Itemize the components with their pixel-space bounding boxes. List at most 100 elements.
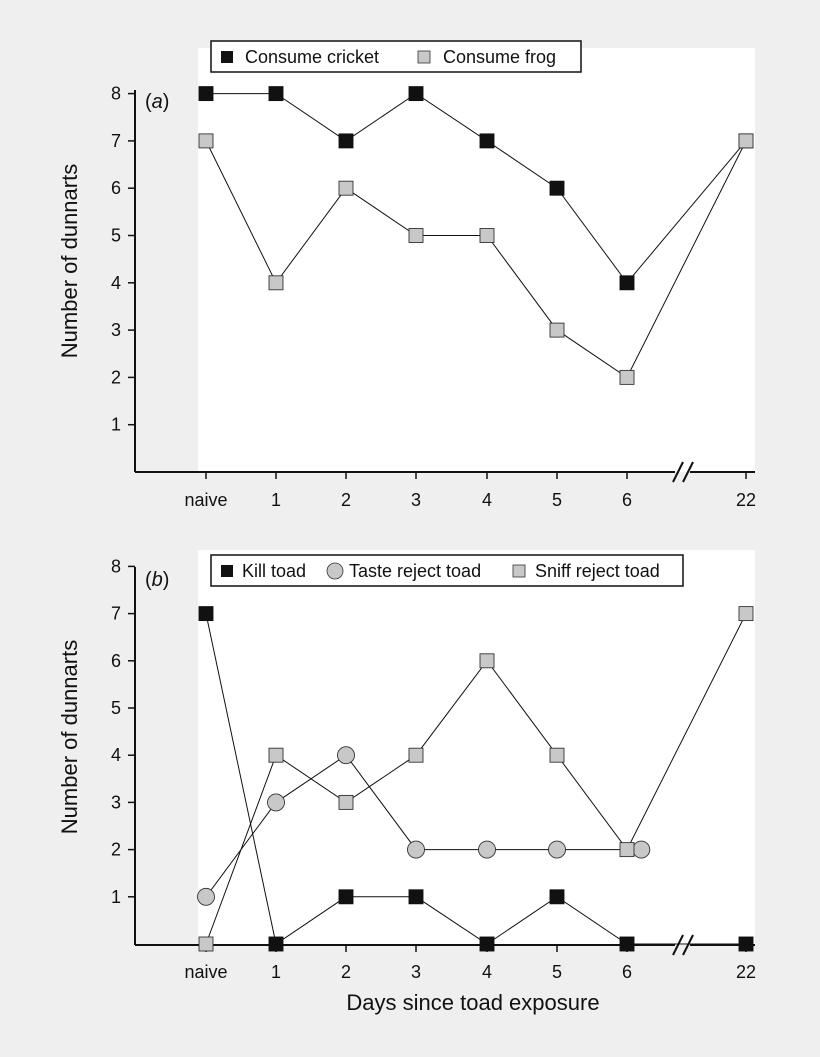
- plot-area-a: [198, 48, 755, 472]
- data-point-sniff-reject-toad: [549, 747, 565, 763]
- y-tick-label: 7: [111, 604, 121, 624]
- y-tick-label: 6: [111, 651, 121, 671]
- y-tick-label: 6: [111, 178, 121, 198]
- y-tick-label: 1: [111, 887, 121, 907]
- y-tick-label: 1: [111, 415, 121, 435]
- legend-label-taste-reject-toad: Taste reject toad: [349, 561, 481, 581]
- data-point-taste-reject-toad: [197, 887, 215, 906]
- legend-label-consume-frog: Consume frog: [443, 47, 556, 67]
- data-point-sniff-reject-toad: [479, 653, 495, 669]
- axes-a: [134, 90, 755, 483]
- data-point-kill-toad: [549, 889, 565, 905]
- data-point-taste-reject-toad: [407, 840, 425, 859]
- series-line-sniff-reject-toad: [205, 613, 747, 945]
- x-ticks-b: naive 1 2 3 4 5 6 22: [184, 945, 756, 982]
- legend-b: Kill toad Taste reject toad Sniff reject…: [210, 554, 684, 587]
- data-point-taste-reject-toad: [632, 840, 651, 859]
- data-point-consume-cricket: [479, 133, 495, 149]
- data-point-kill-toad: [619, 936, 635, 952]
- x-tick-label: 4: [482, 962, 492, 982]
- x-tick-label: 3: [411, 962, 421, 982]
- x-tick-label: 5: [552, 962, 562, 982]
- legend-marker-kill-toad: [221, 565, 233, 577]
- legend-label-kill-toad: Kill toad: [242, 561, 306, 581]
- data-point-sniff-reject-toad: [198, 936, 214, 952]
- panel-label-b: (b): [145, 569, 169, 591]
- data-point-consume-cricket: [549, 180, 565, 196]
- data-point-consume-frog: [268, 275, 284, 291]
- data-point-consume-frog: [619, 369, 635, 385]
- axis-break-mark: [672, 934, 684, 956]
- legend-marker-consume-cricket: [221, 51, 233, 63]
- data-point-consume-cricket: [198, 86, 214, 102]
- x-tick-label: 22: [736, 490, 756, 510]
- x-tick-label: 2: [341, 962, 351, 982]
- data-point-consume-frog: [549, 322, 565, 338]
- data-point-consume-frog: [738, 133, 754, 149]
- x-tick-label: 3: [411, 490, 421, 510]
- data-point-consume-frog: [198, 133, 214, 149]
- data-point-consume-cricket: [338, 133, 354, 149]
- y-tick-label: 3: [111, 792, 121, 812]
- x-tick-label: naive: [184, 490, 227, 510]
- x-tick-label: 1: [271, 962, 281, 982]
- data-point-kill-toad: [738, 936, 754, 952]
- legend-marker-sniff-reject-toad: [512, 564, 526, 578]
- series-b: [197, 606, 754, 952]
- data-point-kill-toad: [479, 936, 495, 952]
- data-point-taste-reject-toad: [267, 793, 285, 812]
- y-tick-label: 5: [111, 698, 121, 718]
- data-point-sniff-reject-toad: [268, 747, 284, 763]
- legend-marker-consume-frog: [417, 50, 431, 64]
- series-line-consume-frog: [205, 140, 747, 379]
- data-point-sniff-reject-toad: [338, 794, 354, 810]
- x-tick-label: 5: [552, 490, 562, 510]
- data-point-taste-reject-toad: [548, 840, 566, 859]
- y-tick-label: 3: [111, 320, 121, 340]
- y-tick-label: 4: [111, 745, 121, 765]
- data-point-consume-frog: [408, 228, 424, 243]
- data-point-sniff-reject-toad: [619, 842, 635, 858]
- y-tick-label: 4: [111, 273, 121, 293]
- data-point-kill-toad: [198, 606, 214, 622]
- plot-area-b: [198, 550, 755, 945]
- y-axis-title-b: Number of dunnarts: [57, 640, 82, 834]
- x-tick-label: 6: [622, 962, 632, 982]
- y-ticks-a: 1 2 3 4 5 6 7 8: [111, 84, 135, 435]
- data-point-consume-frog: [338, 180, 354, 196]
- y-tick-label: 5: [111, 226, 121, 246]
- series-a: [198, 86, 754, 385]
- y-ticks-b: 1 2 3 4 5 6 7 8: [111, 556, 135, 907]
- x-tick-label: 4: [482, 490, 492, 510]
- data-point-taste-reject-toad: [478, 840, 496, 859]
- panel-label-a: (a): [145, 91, 169, 113]
- data-point-taste-reject-toad: [337, 746, 355, 765]
- legend-label-sniff-reject-toad: Sniff reject toad: [535, 561, 660, 581]
- panel-b: Kill toad Taste reject toad Sniff reject…: [57, 550, 756, 1015]
- data-point-kill-toad: [408, 889, 424, 905]
- data-point-consume-cricket: [619, 275, 635, 291]
- axes-b: [134, 567, 755, 956]
- axis-break-mark: [682, 461, 694, 483]
- legend-label-consume-cricket: Consume cricket: [245, 47, 379, 67]
- series-line-consume-cricket: [206, 92, 747, 284]
- x-tick-label: 22: [736, 962, 756, 982]
- axis-break-mark: [682, 934, 694, 956]
- data-point-sniff-reject-toad: [408, 747, 424, 763]
- y-tick-label: 2: [111, 367, 121, 387]
- legend-box-a: [210, 40, 582, 73]
- legend-marker-taste-reject-toad: [326, 562, 344, 580]
- legend-box-b: [210, 554, 684, 587]
- panel-letter-b: b: [152, 569, 163, 591]
- panel-letter-a: a: [152, 91, 163, 113]
- x-axis-title-b: Days since toad exposure: [346, 990, 599, 1015]
- data-point-consume-cricket: [268, 86, 284, 102]
- data-point-sniff-reject-toad: [738, 606, 754, 622]
- y-tick-label: 8: [111, 556, 121, 576]
- x-tick-label: 6: [622, 490, 632, 510]
- y-axis-title-a: Number of dunnarts: [57, 164, 82, 358]
- panel-a: Consume cricket Consume frog (a) Number …: [57, 40, 756, 510]
- x-ticks-a: naive 1 2 3 4 5 6 22: [184, 472, 756, 510]
- y-tick-label: 7: [111, 131, 121, 151]
